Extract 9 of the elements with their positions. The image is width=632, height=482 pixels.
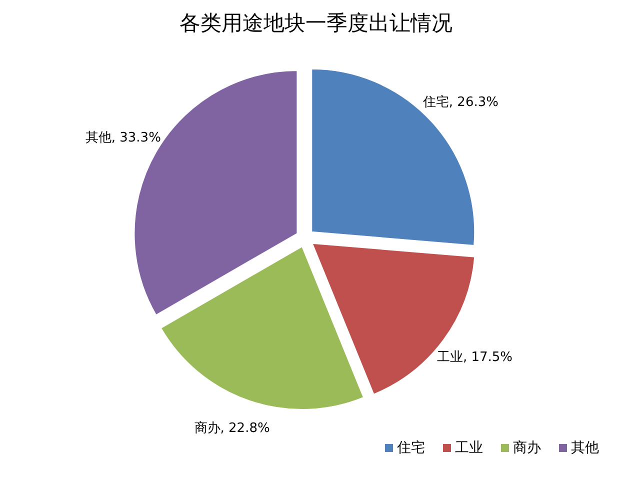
data-label: 商办, 22.8% [194,421,270,436]
legend-label: 工业 [455,440,483,456]
legend-label: 其他 [571,440,599,456]
data-label: 其他, 33.3% [85,130,161,146]
data-label: 工业, 17.5% [436,350,513,366]
data-label: 住宅, 26.3% [422,94,498,110]
legend-label: 商办 [513,440,541,456]
legend-label: 住宅 [396,440,425,456]
chart-title: 各类用途地块一季度出让情况 [180,11,452,35]
